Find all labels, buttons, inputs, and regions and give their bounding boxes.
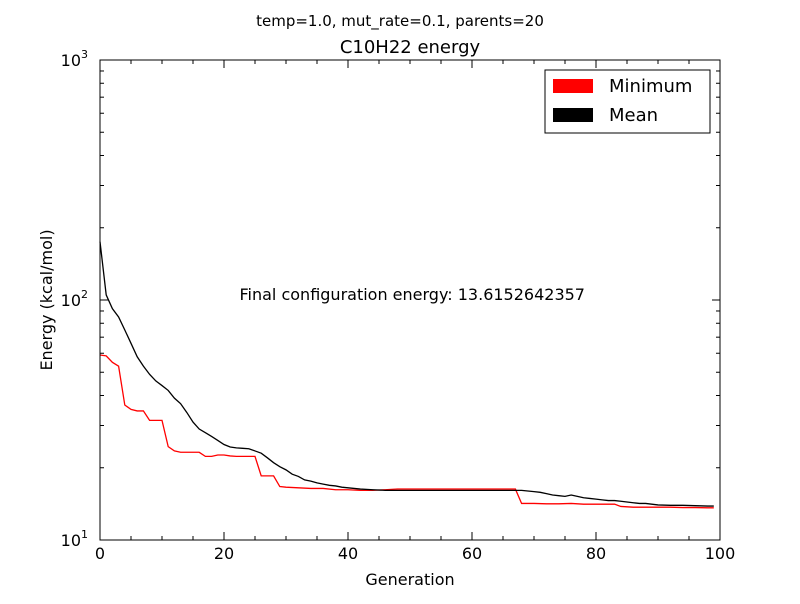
legend-label-mean: Mean	[609, 105, 658, 126]
series-line-mean	[99, 241, 714, 507]
y-tick-label: 102	[61, 288, 88, 310]
x-tick-label: 0	[95, 544, 105, 563]
x-tick-label: 40	[338, 544, 358, 563]
y-tick-label: 101	[61, 528, 88, 550]
figure-suptitle: temp=1.0, mut_rate=0.1, parents=20	[256, 12, 544, 31]
y-tick-exponent: 3	[81, 48, 88, 61]
y-axis-label: Energy (kcal/mol)	[37, 229, 56, 370]
legend-label-minimum: Minimum	[609, 76, 692, 97]
y-tick-label: 103	[61, 48, 88, 70]
legend: Minimum Mean	[544, 69, 711, 134]
legend-swatch-mean	[553, 108, 593, 122]
series-line-minimum	[99, 354, 714, 509]
legend-swatch-minimum	[553, 79, 593, 93]
x-tick-label: 100	[705, 544, 736, 563]
final-energy-annotation: Final configuration energy: 13.615264235…	[240, 285, 585, 304]
y-tick-exponent: 1	[81, 528, 88, 541]
plot-area: 0 20 40 60 80 100 101 102 103	[61, 48, 736, 563]
x-tick-label: 80	[586, 544, 606, 563]
chart-title: C10H22 energy	[340, 37, 481, 58]
x-tick-label: 60	[462, 544, 482, 563]
x-axis-label: Generation	[365, 570, 454, 589]
x-tick-label: 20	[214, 544, 234, 563]
y-tick-exponent: 2	[81, 288, 88, 301]
